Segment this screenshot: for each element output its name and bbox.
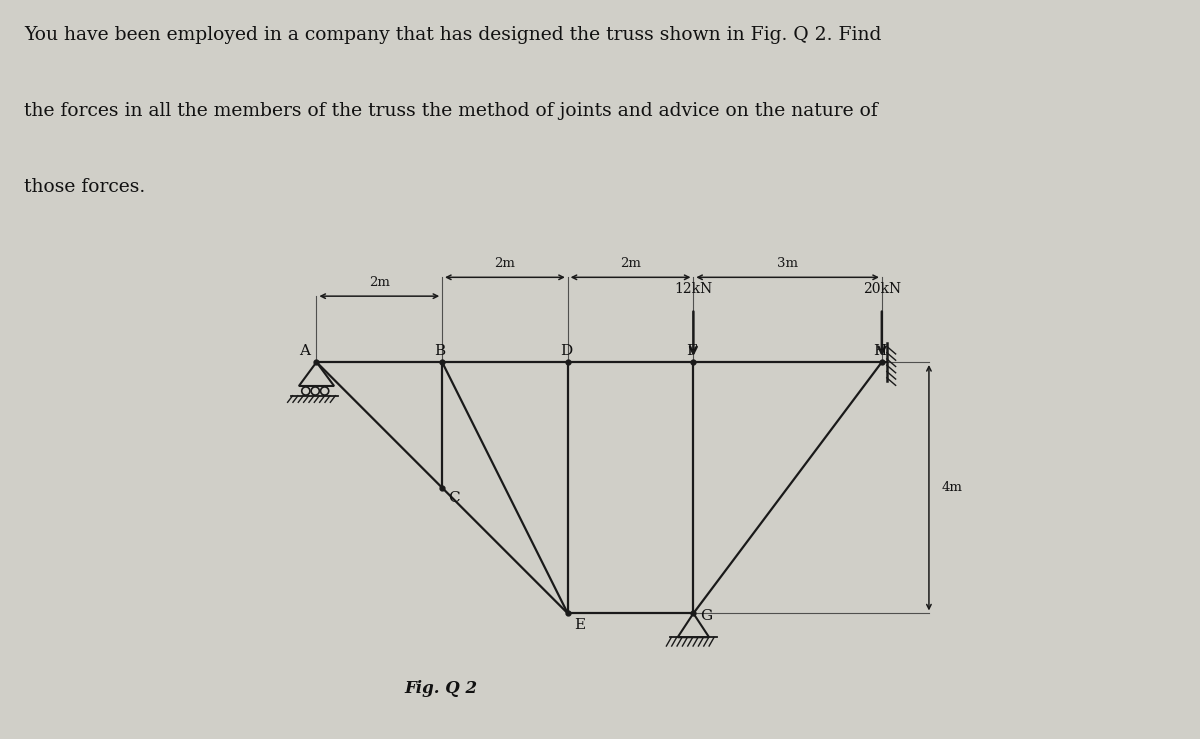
Text: 3m: 3m [778,256,798,270]
Text: A: A [299,344,310,358]
Text: the forces in all the members of the truss the method of joints and advice on th: the forces in all the members of the tru… [24,102,877,120]
Text: 2m: 2m [368,276,390,289]
Text: F: F [686,344,696,358]
Text: H: H [874,344,887,358]
Text: 12kN: 12kN [674,282,713,296]
Text: G: G [700,609,712,623]
Text: 4m: 4m [942,481,962,494]
Text: D: D [560,344,572,358]
Text: B: B [434,344,445,358]
Text: 2m: 2m [620,256,641,270]
Text: those forces.: those forces. [24,177,145,196]
Text: 20kN: 20kN [863,282,901,296]
Text: You have been employed in a company that has designed the truss shown in Fig. Q : You have been employed in a company that… [24,27,881,44]
Text: C: C [449,491,460,505]
Text: Fig. Q 2: Fig. Q 2 [404,680,478,698]
Text: 2m: 2m [494,256,515,270]
Text: E: E [574,618,586,632]
